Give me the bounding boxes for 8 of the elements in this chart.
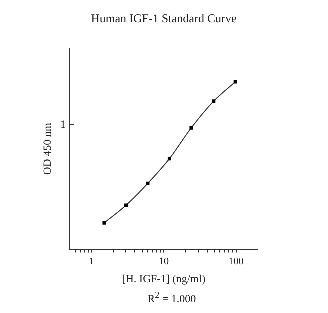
y-axis-title: OD 450 nm bbox=[42, 122, 54, 176]
text: R$^{2}$ = 1.000 bbox=[146, 290, 198, 306]
chart-title: Human IGF-1 Standard Curve bbox=[91, 11, 237, 26]
text: 1 bbox=[60, 118, 66, 131]
x-tick-label: 10 bbox=[159, 256, 169, 268]
x-tick-label: 100 bbox=[228, 256, 244, 268]
x-tick-label: 1 bbox=[89, 256, 94, 268]
x-axis-title: [H. IGF-1] (ng/ml) bbox=[122, 273, 206, 286]
